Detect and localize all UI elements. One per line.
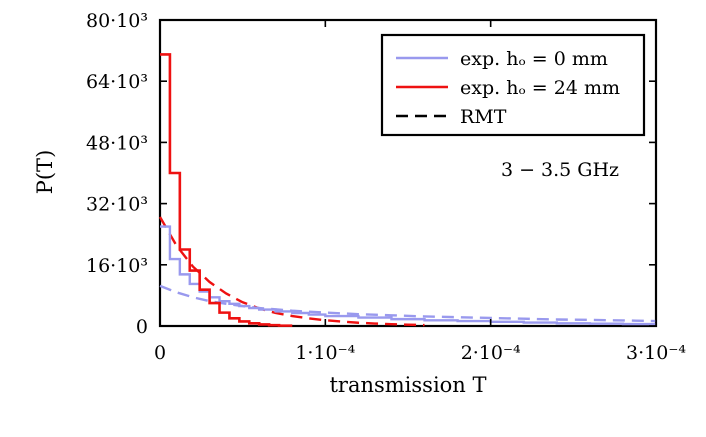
- y-tick-label: 48·10³: [86, 132, 148, 154]
- y-tick-label: 0: [136, 316, 148, 338]
- series-step-h0: [160, 225, 656, 326]
- y-tick-label: 80·10³: [86, 10, 148, 32]
- series-rmt-h24: [158, 216, 425, 327]
- x-tick-label: 2·10⁻⁴: [461, 342, 521, 364]
- series-rmt-h0: [159, 284, 657, 323]
- ticks-layer: 0 1·10⁻⁴ 2·10⁻⁴ 3·10⁻⁴ 0 16·10³ 32·10³ 48·10³ 64…: [86, 10, 686, 364]
- legend-entries: exp. hₒ = 0 mm exp. hₒ = 24 mm RMT: [396, 48, 620, 128]
- frequency-annotation: 3 − 3.5 GHz: [501, 159, 619, 181]
- series-layer: [158, 53, 657, 327]
- y-tick-label: 16·10³: [86, 255, 148, 277]
- legend: exp. hₒ = 0 mm exp. hₒ = 24 mm RMT: [380, 33, 646, 137]
- y-tick-label: 32·10³: [86, 194, 148, 216]
- legend-label: exp. hₒ = 0 mm: [460, 48, 608, 70]
- y-tick-label: 64·10³: [86, 71, 148, 93]
- x-tick-label: 1·10⁻⁴: [295, 342, 355, 364]
- plot-frame: [158, 18, 658, 328]
- legend-label: exp. hₒ = 24 mm: [460, 77, 620, 99]
- x-tick-label: 0: [154, 342, 166, 364]
- legend-label: RMT: [460, 106, 507, 128]
- legend-box: [380, 33, 646, 137]
- x-tick-label: 3·10⁻⁴: [626, 342, 686, 364]
- y-axis-title: P(T): [33, 150, 57, 195]
- series-step-h24: [160, 53, 293, 327]
- x-axis-title: transmission T: [329, 373, 486, 397]
